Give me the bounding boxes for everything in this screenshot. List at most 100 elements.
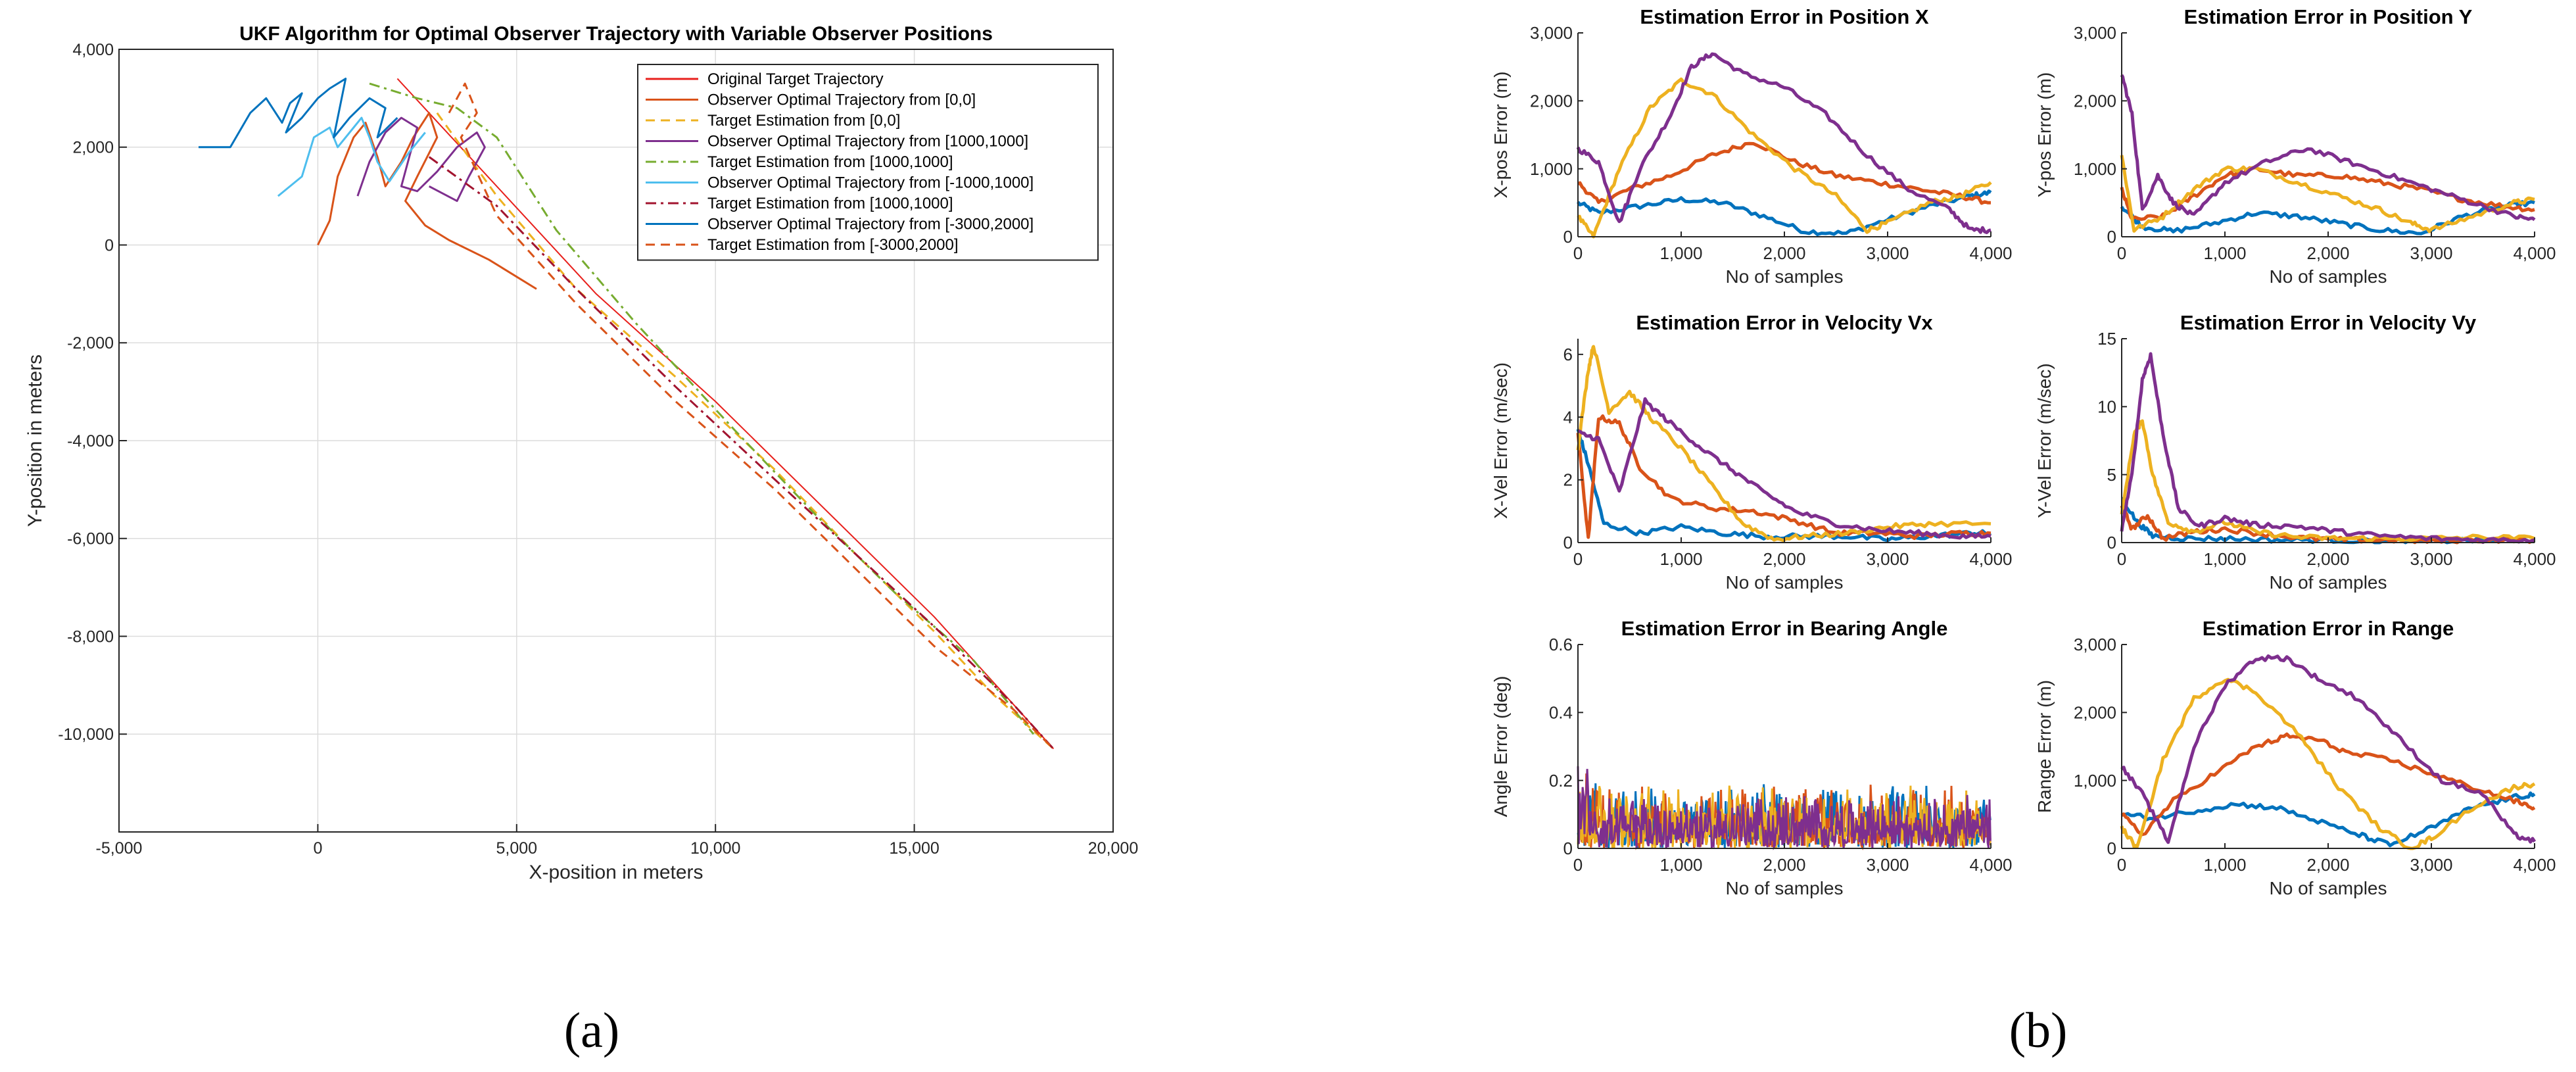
trajectory-line-5: [369, 82, 1035, 735]
y-tick-label: 2,000: [2074, 702, 2116, 722]
x-axis-label: No of samples: [2270, 572, 2387, 593]
y-tick-label: 0: [1563, 227, 1573, 247]
x-tick-label: 1,000: [1659, 243, 1702, 263]
y-axis-label: Range Error (m): [2034, 680, 2055, 813]
y-tick-label: -10,000: [58, 725, 114, 744]
x-tick-label: 1,000: [1659, 549, 1702, 569]
chart-title: Estimation Error in Bearing Angle: [1621, 617, 1948, 640]
y-tick-label: 0: [2107, 839, 2116, 858]
trajectory-line-3: [436, 112, 1055, 750]
y-tick-label: 3,000: [2074, 635, 2116, 654]
x-tick-label: 1,000: [1659, 855, 1702, 875]
x-tick-label: 1,000: [2203, 243, 2246, 263]
x-tick-label: 2,000: [1763, 243, 1805, 263]
x-axis-label: No of samples: [2270, 878, 2387, 898]
y-tick-label: -2,000: [67, 334, 114, 353]
legend-entry: Target Estimation from [1000,1000]: [707, 153, 953, 171]
x-tick-label: 0: [1573, 855, 1583, 875]
legend-entry: Target Estimation from [0,0]: [707, 112, 900, 130]
x-tick-label: 2,000: [2306, 855, 2349, 875]
x-tick-label: 3,000: [1866, 243, 1909, 263]
y-tick-label: 2: [1563, 470, 1573, 490]
x-tick-label: -5,000: [96, 839, 143, 858]
chart-a-trajectory: -5,000 0 5,000 10,000 15,000 20,000 -10,000 -8,…: [24, 23, 1138, 883]
trajectory-line-9: [448, 82, 1055, 750]
chart-title: Estimation Error in Velocity Vy: [2180, 311, 2477, 334]
y-tick-label: 3,000: [1530, 23, 1573, 43]
y-tick-label: 0: [1563, 533, 1573, 552]
y-tick-label: 5: [2107, 465, 2116, 485]
trajectory-line-6: [277, 116, 426, 197]
y-tick-label: 0: [2107, 533, 2116, 552]
y-tick-label: 10: [2097, 397, 2116, 416]
x-tick-label: 0: [2117, 549, 2126, 569]
y-axis-label: X-Vel Error (m/sec): [1491, 362, 1511, 519]
x-tick-label: 4,000: [1969, 855, 2012, 875]
x-tick-label: 0: [1573, 549, 1583, 569]
error-line-yellow: [2120, 155, 2535, 233]
chart-title: Estimation Error in Range: [2203, 617, 2454, 640]
plot-area: [1578, 339, 1991, 543]
chart-title: UKF Algorithm for Optimal Observer Traje…: [239, 23, 993, 45]
y-tick-label: 0: [105, 236, 114, 255]
x-tick-label: 4,000: [1969, 243, 2012, 263]
y-axis-label: Angle Error (deg): [1491, 676, 1511, 817]
y-tick-label: 0.6: [1549, 635, 1573, 654]
chart-b3-velocity-vx-error: 0 1,000 2,000 3,000 4,000 0 2 4 6 Estimation Erro…: [1491, 311, 2013, 593]
x-tick-label: 2,000: [2306, 549, 2349, 569]
x-tick-label: 4,000: [2513, 243, 2556, 263]
panel-label-b: (b): [2009, 1003, 2068, 1058]
chart-b6-range-error: 0 1,000 2,000 3,000 4,000 0 1,000 2,000 3,000 Est…: [2034, 617, 2556, 898]
x-tick-label: 3,000: [2410, 549, 2452, 569]
error-line-purple: [2120, 352, 2535, 545]
legend-box: [637, 64, 1099, 261]
x-tick-label: 10,000: [690, 839, 740, 858]
x-axis-label: No of samples: [1726, 572, 1844, 593]
x-tick-label: 15,000: [889, 839, 939, 858]
chart-title: Estimation Error in Velocity Vx: [1636, 311, 1933, 334]
y-tick-label: -8,000: [67, 627, 114, 646]
error-line-orange: [1576, 414, 1992, 541]
x-tick-label: 1,000: [2203, 855, 2246, 875]
y-axis-label: Y-position in meters: [24, 354, 46, 527]
error-line-purple: [2120, 74, 2536, 222]
series-lines: [1576, 345, 1992, 543]
x-tick-label: 0: [1573, 243, 1583, 263]
error-line-orange: [1577, 141, 1992, 205]
plot-area: [2122, 339, 2535, 543]
y-tick-label: 1,000: [2074, 159, 2116, 179]
series-lines: [1576, 52, 1992, 239]
x-tick-label: 2,000: [2306, 243, 2349, 263]
y-tick-label: -6,000: [67, 530, 114, 548]
y-tick-label: 15: [2097, 329, 2116, 349]
x-tick-label: 3,000: [1866, 855, 1909, 875]
legend-entry: Observer Optimal Trajectory from [-1000,…: [707, 174, 1034, 192]
x-axis-label: No of samples: [1726, 878, 1844, 898]
y-tick-label: 0.4: [1549, 702, 1573, 722]
error-line-yellow: [1577, 77, 1992, 239]
y-tick-label: 6: [1563, 345, 1573, 364]
x-axis-label: X-position in meters: [529, 862, 703, 883]
x-tick-label: 20,000: [1088, 839, 1138, 858]
legend-entry: Observer Optimal Trajectory from [1000,1…: [707, 133, 1028, 151]
x-tick-label: 3,000: [2410, 243, 2452, 263]
x-tick-label: 4,000: [2513, 549, 2556, 569]
y-tick-label: 2,000: [72, 139, 114, 157]
error-line-yellow: [2120, 677, 2536, 850]
error-line-purple: [1576, 52, 1992, 234]
chart-title: Estimation Error in Position Y: [2184, 5, 2473, 28]
y-tick-label: -4,000: [67, 432, 114, 451]
x-tick-label: 3,000: [2410, 855, 2452, 875]
x-tick-label: 0: [2117, 855, 2126, 875]
y-axis-label: Y-Vel Error (m/sec): [2034, 363, 2055, 518]
chart-b5-bearing-angle-error: 0 1,000 2,000 3,000 4,000 0 0.2 0.4 0.6 Estimatio…: [1491, 617, 2013, 898]
series-lines: [2120, 74, 2536, 235]
x-tick-label: 5,000: [496, 839, 538, 858]
trajectory-line-1: [396, 78, 1055, 750]
legend-entry: Target Estimation from [1000,1000]: [707, 195, 953, 212]
y-tick-label: 0: [1563, 839, 1573, 858]
trajectory-line-7: [428, 156, 1055, 750]
chart-b2-position-y-error: 0 1,000 2,000 3,000 4,000 0 1,000 2,000 3,000 Est…: [2034, 5, 2556, 287]
y-tick-label: 2,000: [2074, 91, 2116, 110]
